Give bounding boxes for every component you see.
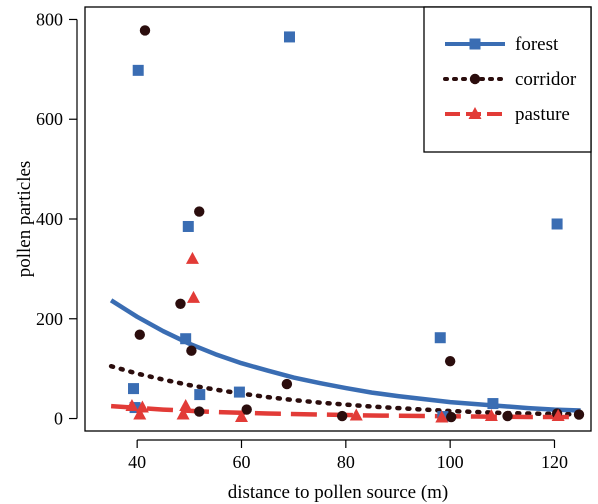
legend-label-forest: forest [515, 34, 559, 55]
forest-point [233, 386, 245, 398]
x-tick-label: 120 [541, 452, 568, 472]
pasture-point [435, 410, 449, 423]
forest-point [182, 220, 194, 232]
corridor-point [241, 404, 252, 415]
pasture-point [234, 410, 248, 423]
x-tick-label: 80 [337, 452, 355, 472]
x-tick-label: 100 [437, 452, 464, 472]
pasture-point [484, 409, 498, 422]
y-axis-title: pollen particles [14, 161, 35, 278]
pasture-point [135, 400, 149, 413]
legend: forest corridor pasture [423, 6, 592, 153]
corridor-point [444, 355, 456, 367]
y-tick-label: 200 [36, 309, 63, 329]
pasture-point [349, 408, 363, 421]
legend-marker-forest [469, 38, 481, 50]
corridor-point [336, 410, 348, 422]
data-points [125, 25, 585, 423]
forest-point [434, 332, 446, 344]
legend-label-pasture: pasture [515, 104, 570, 125]
corridor-point [175, 298, 186, 309]
y-tick-label: 800 [36, 9, 63, 29]
plot-frame [84, 6, 592, 432]
pasture-point [187, 290, 201, 303]
pasture-point [185, 251, 199, 264]
pasture-point [133, 407, 147, 420]
pasture-point [176, 407, 190, 420]
corridor-point [139, 25, 151, 36]
corridor-point [186, 345, 197, 356]
fit-curves [108, 298, 583, 420]
y-tick-label: 0 [54, 409, 63, 429]
x-tick-label: 60 [232, 452, 250, 472]
corridor-point [194, 406, 205, 417]
x-tick-label: 40 [128, 452, 146, 472]
forest-point [487, 398, 499, 410]
forest-point [551, 218, 563, 230]
legend-marker-corridor [469, 73, 481, 85]
legend-marker-pasture [468, 107, 482, 119]
forest-point [283, 31, 295, 43]
corridor-point [445, 411, 457, 423]
corridor-point [194, 206, 205, 217]
corridor-point [502, 410, 513, 422]
forest-point [132, 64, 144, 76]
forest-point [180, 333, 192, 345]
y-tick-label: 600 [36, 109, 63, 129]
pasture-point [551, 409, 565, 422]
legend-box [423, 6, 592, 153]
forest-point [194, 389, 206, 401]
forest-fit-line [109, 298, 581, 413]
pasture-point [179, 399, 193, 412]
x-axis-title: distance to pollen source (m) [228, 482, 449, 503]
corridor-point [281, 378, 293, 390]
y-tick-label: 400 [36, 209, 63, 229]
corridor-fit-line [108, 363, 583, 417]
legend-label-corridor: corridor [515, 69, 577, 90]
x-axis: 40 60 80 100 120 [128, 439, 568, 472]
corridor-point [134, 329, 145, 340]
y-axis: 0 200 400 600 800 [36, 9, 78, 429]
corridor-point [573, 409, 585, 420]
forest-point [128, 383, 140, 395]
pasture-point [125, 399, 139, 412]
